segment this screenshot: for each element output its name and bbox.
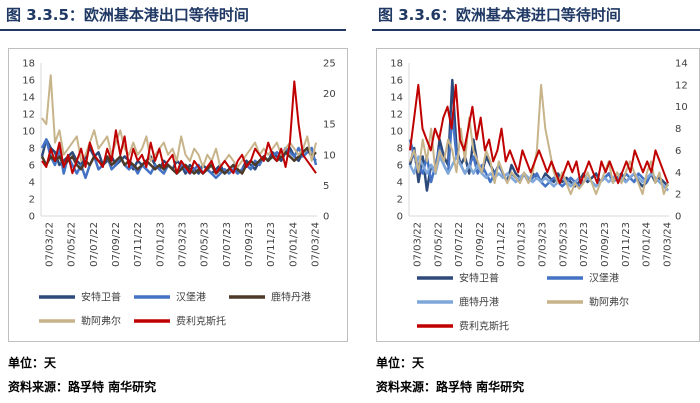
left-axis-tick-label: 18 xyxy=(390,59,403,70)
import-wait-chart: 0 2 4 6 8 10 12 14 16 18 0 2 4 6 8 10 12 14 07/03/22 07/05/… xyxy=(390,59,688,333)
left-axis-tick-label: 12 xyxy=(390,110,403,121)
right-axis-tick-label: 15 xyxy=(323,120,336,131)
source-note: 资料来源：路孚特 南华研究 xyxy=(376,380,525,394)
legend-item-hamburg: 汉堡港 xyxy=(547,272,619,285)
x-axis-tick-label: 07/05/22 xyxy=(433,222,444,267)
right-axis-tick-label: 8 xyxy=(675,124,681,135)
right-axis-tick-label: 5 xyxy=(323,181,329,192)
left-axis-tick-label: 8 xyxy=(29,144,35,155)
left-axis-tick-label: 14 xyxy=(22,93,35,104)
left-axis-tick-label: 0 xyxy=(29,212,35,223)
x-axis-tick-label: 07/07/23 xyxy=(222,222,233,267)
legend-item-antwerp: 安特卫普 xyxy=(417,272,499,285)
legend-label: 安特卫普 xyxy=(459,272,499,285)
legend-item-le-havre: 勒阿弗尔 xyxy=(39,315,121,328)
legend-label: 汉堡港 xyxy=(589,272,619,285)
right-axis-tick-label: 25 xyxy=(323,59,336,70)
right-axis-tick-label: 10 xyxy=(323,150,336,161)
chart-frame: 0 2 4 6 8 10 12 14 16 18 0 5 10 15 20 25 07/03/22 07/05/2… xyxy=(8,48,348,342)
right-axis-tick-label: 0 xyxy=(323,212,329,223)
legend-item-felixstowe: 费利克斯托 xyxy=(417,320,509,333)
legend-label: 勒阿弗尔 xyxy=(81,315,121,328)
x-axis-tick-label: 07/01/24 xyxy=(288,222,299,267)
chart-title: 图 3.3.6：欧洲基本港进口等待时间 xyxy=(378,6,621,24)
x-axis-tick-label: 07/09/22 xyxy=(111,222,122,267)
chart-title: 图 3.3.5：欧洲基本港出口等待时间 xyxy=(6,6,249,24)
series-line-felixstowe xyxy=(409,83,669,185)
right-axis-tick-label: 20 xyxy=(323,89,336,100)
legend-label: 鹿特丹港 xyxy=(271,291,311,304)
export-wait-chart: 0 2 4 6 8 10 12 14 16 18 0 5 10 15 20 25 07/03/22 07/05/2… xyxy=(22,59,336,328)
series-line-le-havre xyxy=(41,74,317,168)
title-underline xyxy=(372,29,700,31)
left-axis-tick-label: 18 xyxy=(22,59,35,70)
left-axis-tick-label: 10 xyxy=(390,127,403,138)
series-line-rotterdam xyxy=(408,155,669,192)
x-axis-tick-label: 07/05/23 xyxy=(558,222,569,267)
x-axis-tick-label: 07/09/23 xyxy=(600,222,611,267)
right-axis-tick-label: 4 xyxy=(675,168,681,179)
series-line-le-havre xyxy=(409,83,669,196)
x-axis-tick-label: 07/03/22 xyxy=(45,222,56,267)
legend-label: 安特卫普 xyxy=(81,291,121,304)
series-line-felixstowe xyxy=(41,80,317,175)
legend-item-le-havre: 勒阿弗尔 xyxy=(547,296,629,309)
x-axis-tick-label: 07/11/22 xyxy=(133,222,144,267)
legend-label: 勒阿弗尔 xyxy=(589,296,629,309)
left-axis-tick-label: 2 xyxy=(29,195,35,206)
legend-item-rotterdam: 鹿特丹港 xyxy=(229,291,311,304)
x-axis-tick-label: 07/03/23 xyxy=(538,222,549,267)
x-axis-tick-label: 07/11/22 xyxy=(496,222,507,267)
legend-item-rotterdam: 鹿特丹港 xyxy=(417,296,499,309)
x-axis-tick-label: 07/01/24 xyxy=(642,222,653,267)
x-axis-tick-label: 07/01/23 xyxy=(155,222,166,267)
legend-label: 鹿特丹港 xyxy=(459,296,499,309)
left-axis-tick-label: 8 xyxy=(397,144,403,155)
right-axis-tick-label: 2 xyxy=(675,190,681,201)
legend-item-hamburg: 汉堡港 xyxy=(134,291,206,304)
right-axis-tick-label: 10 xyxy=(675,102,688,113)
x-axis-tick-label: 07/09/23 xyxy=(244,222,255,267)
title-underline xyxy=(0,29,346,31)
left-axis-tick-label: 4 xyxy=(397,178,403,189)
x-axis-tick-label: 07/03/23 xyxy=(178,222,189,267)
left-axis-tick-label: 10 xyxy=(22,127,35,138)
x-axis-tick-label: 07/07/22 xyxy=(89,222,100,267)
legend-item-antwerp: 安特卫普 xyxy=(39,291,121,304)
left-axis-tick-label: 0 xyxy=(397,212,403,223)
left-axis-tick-label: 14 xyxy=(390,93,403,104)
x-axis-tick-label: 07/05/23 xyxy=(200,222,211,267)
x-axis-tick-label: 07/09/22 xyxy=(475,222,486,267)
legend-label: 费利克斯托 xyxy=(459,320,509,333)
left-axis-tick-label: 12 xyxy=(22,110,35,121)
legend-item-felixstowe: 费利克斯托 xyxy=(134,315,226,328)
left-axis-tick-label: 6 xyxy=(397,161,403,172)
right-axis-tick-label: 0 xyxy=(675,212,681,223)
left-axis-tick-label: 4 xyxy=(29,178,35,189)
left-axis-tick-label: 6 xyxy=(29,161,35,172)
x-axis-tick-label: 07/03/24 xyxy=(663,222,674,267)
x-axis-tick-label: 07/05/22 xyxy=(67,222,78,267)
chart-frame: 0 2 4 6 8 10 12 14 16 18 0 2 4 6 8 10 12 14 07/03/22 07/05/… xyxy=(376,48,700,342)
x-axis-tick-label: 07/07/23 xyxy=(579,222,590,267)
unit-note: 单位：天 xyxy=(376,356,425,370)
right-axis-tick-label: 14 xyxy=(675,59,688,70)
left-axis-tick-label: 2 xyxy=(397,195,403,206)
source-note: 资料来源：路孚特 南华研究 xyxy=(8,380,157,394)
x-axis-tick-label: 07/07/22 xyxy=(454,222,465,267)
x-axis-tick-label: 07/03/24 xyxy=(311,222,322,267)
series-line-rotterdam xyxy=(40,146,317,175)
x-axis-tick-label: 07/03/22 xyxy=(413,222,424,267)
right-axis-tick-label: 12 xyxy=(675,80,688,91)
unit-note: 单位：天 xyxy=(8,356,57,370)
legend-label: 费利克斯托 xyxy=(176,315,226,328)
left-axis-tick-label: 16 xyxy=(22,76,35,87)
x-axis-tick-label: 07/11/23 xyxy=(621,222,632,267)
legend-label: 汉堡港 xyxy=(176,291,206,304)
x-axis-tick-label: 07/11/23 xyxy=(266,222,277,267)
right-axis-tick-label: 6 xyxy=(675,146,681,157)
x-axis-tick-label: 07/01/23 xyxy=(517,222,528,267)
left-axis-tick-label: 16 xyxy=(390,76,403,87)
